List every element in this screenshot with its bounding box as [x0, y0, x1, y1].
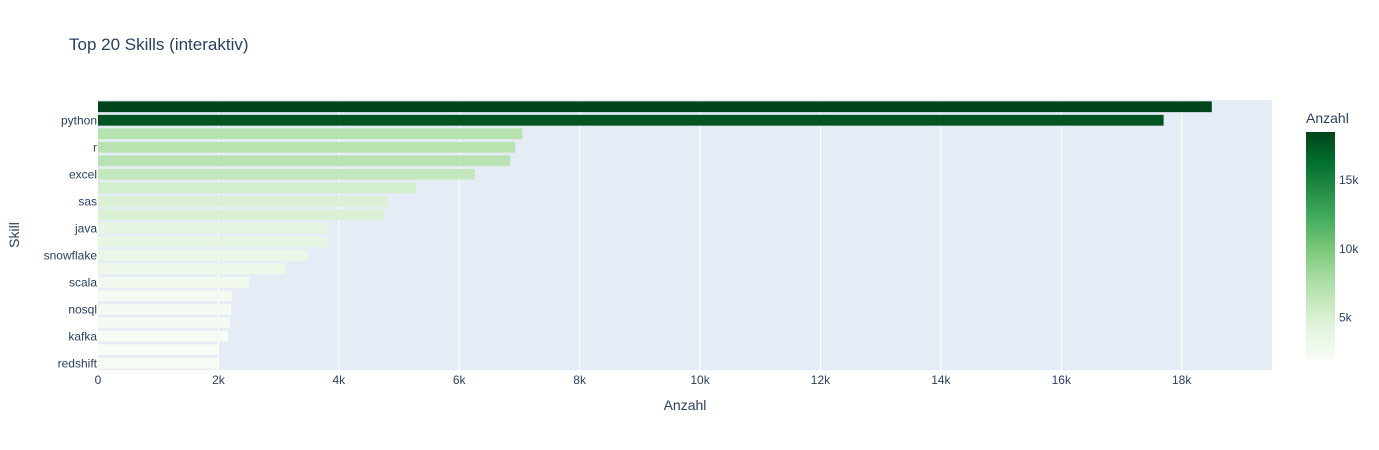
y-tick-labels: python r excel sas java snowflake scala nosql ka…: [44, 113, 98, 370]
colorbar-tick-label: 10k: [1339, 242, 1359, 256]
y-tick-label: sas: [78, 194, 97, 208]
plot-background: [98, 100, 1272, 370]
x-axis-title: Anzahl: [664, 397, 707, 413]
bars[interactable]: [98, 101, 1212, 369]
x-tick-labels: 0 2k 4k 6k 8k 10k 12k 14k 16k 18k: [95, 373, 1193, 387]
x-tick-label: 10k: [690, 373, 710, 387]
colorbar-tick-label: 5k: [1339, 311, 1353, 325]
y-tick-label: redshift: [58, 356, 98, 370]
bar[interactable]: [98, 263, 286, 275]
colorbar-tick-label: 15k: [1339, 173, 1359, 187]
x-tick-label: 14k: [931, 373, 951, 387]
bar[interactable]: [98, 168, 475, 180]
y-tick-label: nosql: [68, 302, 97, 316]
bar[interactable]: [98, 317, 230, 329]
bar[interactable]: [98, 128, 523, 140]
bar[interactable]: [98, 344, 219, 356]
y-tick-label: excel: [69, 167, 97, 181]
bar[interactable]: [98, 141, 516, 153]
bar[interactable]: [98, 222, 329, 234]
x-tick-label: 12k: [811, 373, 831, 387]
bar[interactable]: [98, 182, 416, 194]
x-tick-label: 0: [95, 373, 102, 387]
x-tick-label: 6k: [453, 373, 467, 387]
colorbar-title: Anzahl: [1306, 110, 1349, 126]
y-tick-label: kafka: [68, 329, 97, 343]
bar[interactable]: [98, 276, 250, 288]
bar[interactable]: [98, 114, 1164, 126]
bar[interactable]: [98, 357, 218, 369]
colorbar: [1306, 132, 1335, 359]
bar[interactable]: [98, 101, 1212, 113]
x-tick-label: 8k: [573, 373, 587, 387]
colorbar-tick-labels: 5k 10k 15k: [1339, 173, 1359, 324]
y-tick-label: r: [93, 140, 97, 154]
bar[interactable]: [98, 290, 232, 302]
x-tick-label: 18k: [1172, 373, 1192, 387]
bar[interactable]: [98, 236, 328, 248]
y-tick-label: snowflake: [44, 248, 98, 262]
bar[interactable]: [98, 209, 384, 221]
y-tick-label: python: [61, 113, 97, 127]
bar[interactable]: [98, 155, 511, 167]
chart-title: Top 20 Skills (interaktiv): [69, 35, 249, 54]
x-tick-label: 4k: [332, 373, 346, 387]
x-tick-label: 16k: [1052, 373, 1072, 387]
bar[interactable]: [98, 249, 309, 261]
y-tick-label: java: [74, 221, 97, 235]
bar[interactable]: [98, 303, 232, 315]
y-tick-label: scala: [69, 275, 97, 289]
bar[interactable]: [98, 195, 387, 207]
x-tick-label: 2k: [212, 373, 226, 387]
bar[interactable]: [98, 330, 229, 342]
y-axis-title: Skill: [6, 222, 22, 248]
